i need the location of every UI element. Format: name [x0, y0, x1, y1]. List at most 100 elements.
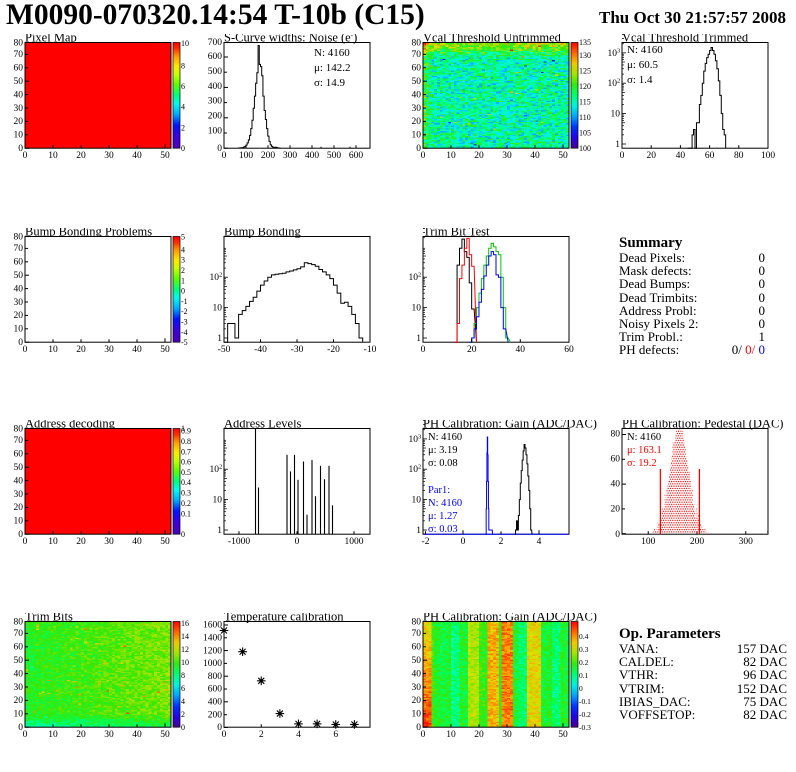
svg-text:10: 10 [409, 273, 419, 283]
svg-text:30: 30 [104, 537, 114, 547]
svg-text:3: 3 [617, 47, 620, 54]
svg-text:20: 20 [76, 537, 86, 547]
svg-text:0.1: 0.1 [579, 671, 589, 680]
svg-text:10: 10 [210, 465, 220, 475]
svg-text:0: 0 [295, 537, 300, 547]
svg-text:10: 10 [608, 79, 618, 89]
svg-text:8: 8 [181, 61, 185, 70]
svg-text:0: 0 [23, 151, 28, 161]
svg-text:0: 0 [23, 345, 28, 355]
svg-text:0: 0 [421, 345, 426, 355]
svg-text:80: 80 [14, 618, 24, 628]
svg-text:800: 800 [208, 672, 223, 682]
svg-text:-0.3: -0.3 [579, 723, 591, 732]
svg-text:10: 10 [14, 517, 24, 527]
svg-text:10: 10 [48, 730, 58, 740]
svg-text:6: 6 [181, 82, 185, 91]
svg-text:20: 20 [76, 345, 86, 355]
svg-text:0.3: 0.3 [579, 645, 589, 654]
svg-text:10: 10 [14, 325, 24, 335]
svg-text:1200: 1200 [203, 646, 222, 656]
svg-text:70: 70 [412, 629, 422, 639]
svg-text:40: 40 [132, 730, 142, 740]
svg-text:105: 105 [579, 129, 591, 138]
svg-text:10: 10 [409, 435, 419, 445]
svg-text:20: 20 [76, 730, 86, 740]
svg-text:-1000: -1000 [228, 537, 250, 547]
svg-text:1: 1 [217, 526, 222, 536]
svg-text:30: 30 [104, 151, 114, 161]
svg-text:30: 30 [14, 298, 24, 308]
svg-text:40: 40 [14, 476, 24, 486]
svg-text:50: 50 [412, 77, 422, 87]
svg-text:50: 50 [14, 77, 24, 87]
svg-text:60: 60 [14, 64, 24, 74]
svg-text:14: 14 [181, 632, 189, 641]
svg-text:2: 2 [181, 266, 185, 275]
svg-text:1: 1 [416, 526, 421, 536]
svg-text:2: 2 [418, 272, 421, 279]
svg-text:100: 100 [761, 151, 776, 161]
svg-text:50: 50 [14, 271, 24, 281]
svg-text:0.8: 0.8 [181, 437, 191, 446]
svg-text:40: 40 [14, 284, 24, 294]
svg-text:10: 10 [14, 131, 24, 141]
svg-text:135: 135 [579, 38, 591, 47]
svg-text:300: 300 [283, 151, 298, 161]
svg-text:40: 40 [611, 480, 621, 490]
svg-text:50: 50 [412, 656, 422, 666]
svg-text:10: 10 [608, 49, 618, 59]
svg-text:200: 200 [208, 112, 223, 122]
svg-text:200: 200 [208, 710, 223, 720]
svg-text:0.1: 0.1 [181, 510, 191, 519]
svg-text:μ: 3.19: μ: 3.19 [428, 445, 458, 456]
svg-text:4: 4 [181, 245, 185, 254]
svg-text:10: 10 [48, 537, 58, 547]
svg-text:10: 10 [181, 39, 189, 48]
svg-text:10: 10 [412, 304, 422, 314]
svg-text:-5: -5 [181, 338, 188, 347]
svg-text:600: 600 [208, 52, 223, 62]
svg-text:50: 50 [160, 345, 170, 355]
svg-text:4: 4 [537, 537, 542, 547]
svg-text:16: 16 [181, 619, 189, 628]
svg-text:20: 20 [14, 503, 24, 513]
svg-text:600: 600 [208, 685, 223, 695]
svg-text:50: 50 [14, 656, 24, 666]
svg-text:700: 700 [208, 38, 223, 48]
svg-text:50: 50 [160, 151, 170, 161]
svg-text:30: 30 [14, 683, 24, 693]
svg-text:2: 2 [181, 710, 185, 719]
svg-text:12: 12 [181, 645, 189, 654]
svg-text:60: 60 [14, 643, 24, 653]
svg-text:200: 200 [690, 537, 705, 547]
svg-text:115: 115 [579, 98, 591, 107]
svg-text:0: 0 [461, 537, 466, 547]
svg-text:1000: 1000 [345, 537, 364, 547]
svg-text:20: 20 [467, 345, 477, 355]
svg-text:400: 400 [208, 698, 223, 708]
svg-text:1: 1 [217, 334, 222, 344]
svg-text:60: 60 [14, 258, 24, 268]
svg-text:20: 20 [474, 151, 484, 161]
svg-text:60: 60 [611, 455, 621, 465]
svg-text:50: 50 [14, 463, 24, 473]
svg-text:2: 2 [219, 464, 222, 471]
svg-text:40: 40 [676, 151, 686, 161]
svg-text:20: 20 [14, 117, 24, 127]
svg-text:30: 30 [14, 104, 24, 114]
svg-text:10: 10 [48, 151, 58, 161]
svg-text:600: 600 [349, 151, 364, 161]
svg-text:0: 0 [23, 537, 28, 547]
svg-text:N: 4160: N: 4160 [428, 498, 462, 509]
svg-text:0: 0 [181, 723, 185, 732]
svg-text:10: 10 [412, 496, 422, 506]
svg-text:80: 80 [14, 233, 24, 243]
svg-text:10: 10 [412, 710, 422, 720]
svg-text:1: 1 [416, 334, 421, 344]
svg-text:6: 6 [333, 730, 338, 740]
svg-text:60: 60 [14, 450, 24, 460]
svg-text:500: 500 [327, 151, 342, 161]
svg-text:0: 0 [23, 730, 28, 740]
svg-text:Par1:: Par1: [428, 485, 450, 496]
